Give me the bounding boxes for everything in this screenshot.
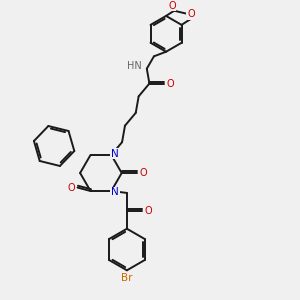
Text: Br: Br (121, 273, 133, 284)
Text: O: O (68, 182, 75, 193)
Text: N: N (111, 188, 119, 197)
Text: O: O (168, 1, 176, 10)
Text: O: O (167, 79, 175, 88)
Text: N: N (111, 148, 119, 159)
Text: O: O (145, 206, 152, 216)
Text: O: O (187, 10, 195, 20)
Text: HN: HN (127, 61, 142, 71)
Text: O: O (139, 168, 147, 178)
